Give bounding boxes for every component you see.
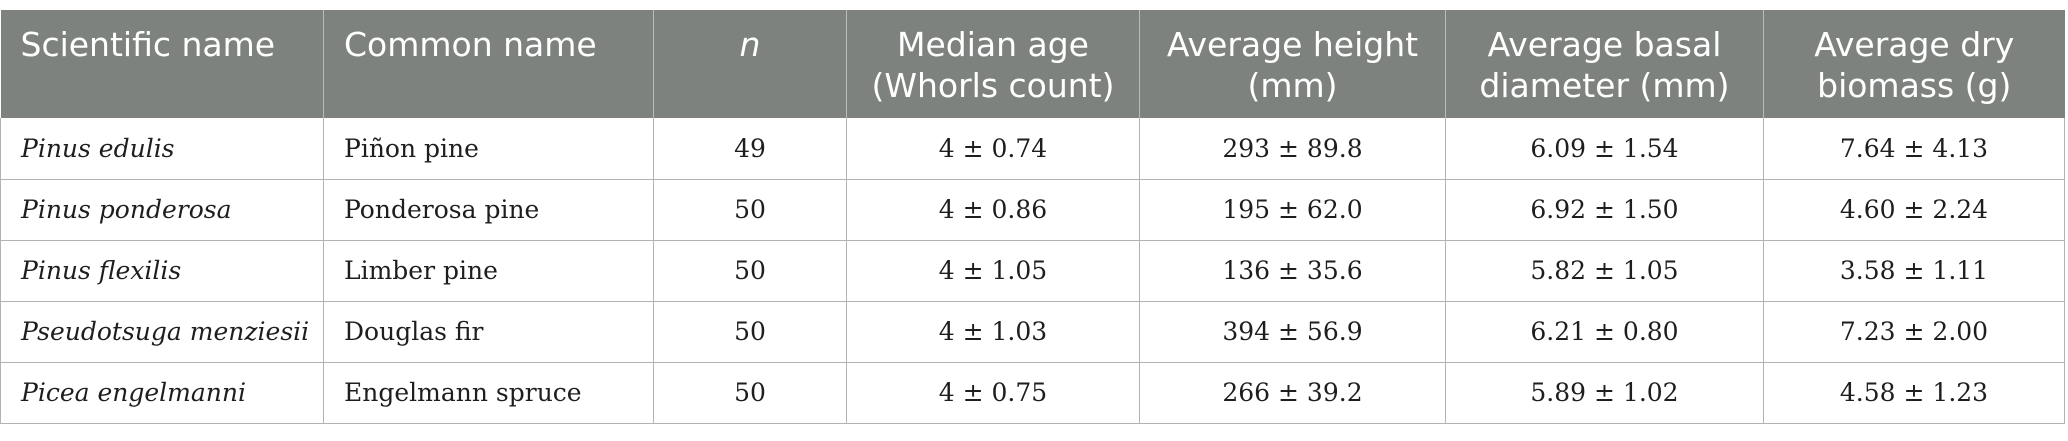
cell-average-dry-biomass: 4.60 ± 2.24 bbox=[1763, 179, 2065, 241]
cell-scientific-name: Pinus edulis bbox=[0, 118, 324, 180]
cell-common-name: Engelmann spruce bbox=[323, 362, 654, 424]
table-row: Pinus ponderosa Ponderosa pine 50 4 ± 0.… bbox=[0, 179, 2065, 241]
header-row: Scientific name Common name n Median age… bbox=[0, 10, 2065, 118]
cell-average-basal-diameter: 6.21 ± 0.80 bbox=[1445, 301, 1764, 363]
header-scientific-name: Scientific name bbox=[0, 10, 324, 118]
cell-average-dry-biomass: 7.64 ± 4.13 bbox=[1763, 118, 2065, 180]
cell-median-age: 4 ± 0.74 bbox=[846, 118, 1140, 180]
cell-median-age: 4 ± 1.05 bbox=[846, 240, 1140, 302]
cell-scientific-name: Pinus flexilis bbox=[0, 240, 324, 302]
header-common-name: Common name bbox=[323, 10, 654, 118]
cell-average-height: 293 ± 89.8 bbox=[1139, 118, 1446, 180]
cell-average-dry-biomass: 7.23 ± 2.00 bbox=[1763, 301, 2065, 363]
table-row: Picea engelmanni Engelmann spruce 50 4 ±… bbox=[0, 362, 2065, 424]
cell-average-height: 394 ± 56.9 bbox=[1139, 301, 1446, 363]
cell-average-basal-diameter: 5.89 ± 1.02 bbox=[1445, 362, 1764, 424]
cell-n: 50 bbox=[653, 179, 847, 241]
cell-average-dry-biomass: 4.58 ± 1.23 bbox=[1763, 362, 2065, 424]
cell-median-age: 4 ± 0.86 bbox=[846, 179, 1140, 241]
cell-scientific-name: Pinus ponderosa bbox=[0, 179, 324, 241]
cell-median-age: 4 ± 0.75 bbox=[846, 362, 1140, 424]
table-header: Scientific name Common name n Median age… bbox=[0, 10, 2065, 118]
cell-average-height: 266 ± 39.2 bbox=[1139, 362, 1446, 424]
cell-average-basal-diameter: 6.92 ± 1.50 bbox=[1445, 179, 1764, 241]
header-median-age: Median age (Whorls count) bbox=[846, 10, 1140, 118]
table-row: Pseudotsuga menziesii Douglas fir 50 4 ±… bbox=[0, 301, 2065, 363]
cell-n: 49 bbox=[653, 118, 847, 180]
header-average-dry-biomass: Average dry biomass (g) bbox=[1814, 25, 2015, 105]
cell-average-dry-biomass: 3.58 ± 1.11 bbox=[1763, 240, 2065, 302]
cell-n: 50 bbox=[653, 362, 847, 424]
header-average-basal-diameter: Average basal diameter (mm) bbox=[1445, 10, 1764, 118]
table-row: Pinus flexilis Limber pine 50 4 ± 1.05 1… bbox=[0, 240, 2065, 302]
cell-average-basal-diameter: 5.82 ± 1.05 bbox=[1445, 240, 1764, 302]
cell-common-name: Limber pine bbox=[323, 240, 654, 302]
cell-common-name: Ponderosa pine bbox=[323, 179, 654, 241]
species-table: Scientific name Common name n Median age… bbox=[0, 10, 2065, 424]
cell-common-name: Douglas fir bbox=[323, 301, 654, 363]
cell-average-height: 195 ± 62.0 bbox=[1139, 179, 1446, 241]
header-n: n bbox=[653, 10, 847, 118]
cell-scientific-name: Pseudotsuga menziesii bbox=[0, 301, 324, 363]
cell-average-height: 136 ± 35.6 bbox=[1139, 240, 1446, 302]
table-body: Pinus edulis Piñon pine 49 4 ± 0.74 293 … bbox=[0, 118, 2065, 424]
header-average-height: Average height (mm) bbox=[1139, 10, 1446, 118]
cell-average-basal-diameter: 6.09 ± 1.54 bbox=[1445, 118, 1764, 180]
cell-scientific-name: Picea engelmanni bbox=[0, 362, 324, 424]
cell-common-name: Piñon pine bbox=[323, 118, 654, 180]
data-table-container: Scientific name Common name n Median age… bbox=[0, 10, 2065, 424]
cell-n: 50 bbox=[653, 240, 847, 302]
cell-n: 50 bbox=[653, 301, 847, 363]
cell-median-age: 4 ± 1.03 bbox=[846, 301, 1140, 363]
table-row: Pinus edulis Piñon pine 49 4 ± 0.74 293 … bbox=[0, 118, 2065, 180]
